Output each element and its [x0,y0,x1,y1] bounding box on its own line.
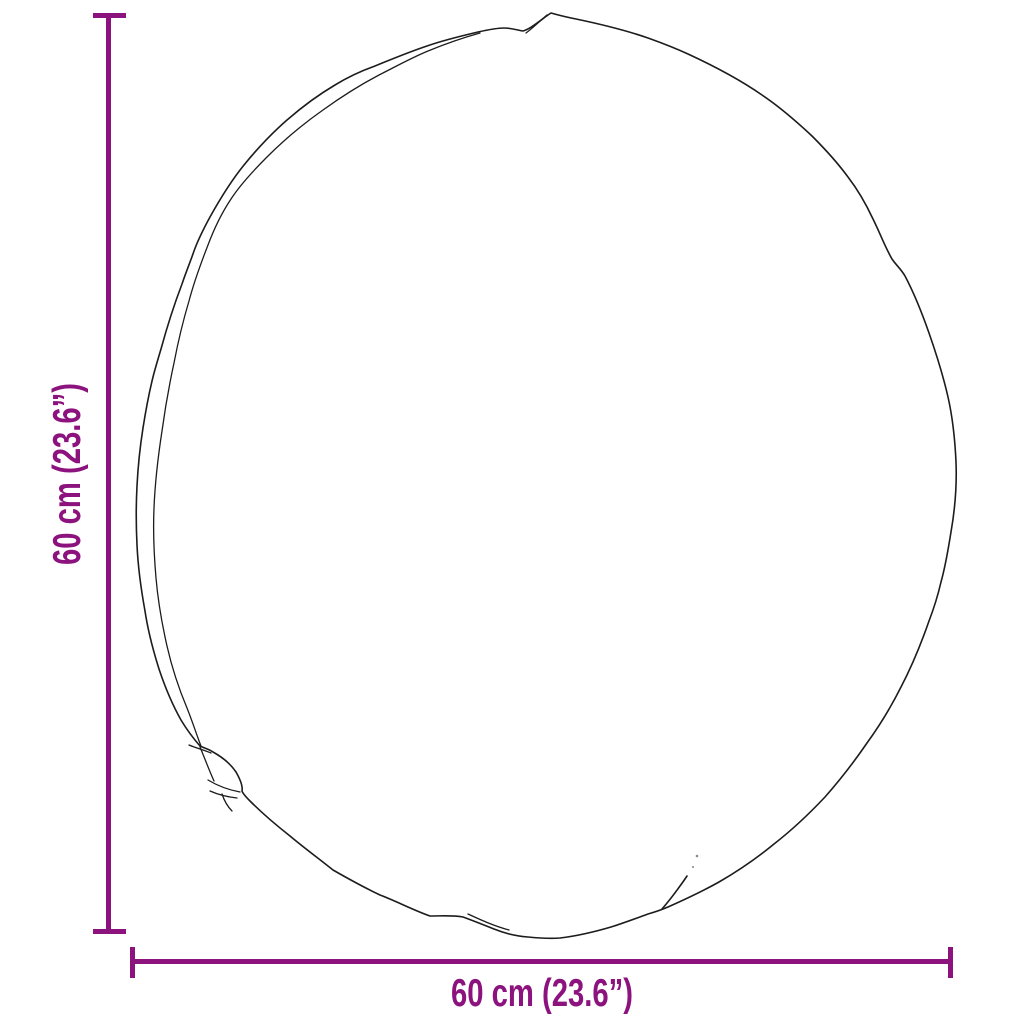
pleat-bottom-line-1 [207,779,241,793]
seam-line [152,32,481,747]
vertical-dimension-label: 60 cm (23.6”) [46,383,89,565]
wrinkle-dot-1 [695,854,699,858]
pleat-detail [188,744,241,812]
pleat-cross-line [188,744,212,754]
wrinkle-dot-2 [691,865,695,869]
pleat-bottom-line-2 [209,790,238,799]
wrinkle-line [661,875,688,910]
horizontal-dimension-label: 60 cm (23.6”) [451,972,633,1015]
bottom-fold-line [467,913,510,931]
vertical-dimension: 60 cm (23.6”) [46,13,126,934]
product-outline-group [135,12,958,940]
peak-fold-line [525,14,548,34]
horizontal-dimension: 60 cm (23.6”) [130,947,953,1015]
pleat-tail-line [221,793,233,812]
pleat-inner-edge [199,746,215,782]
product-outline [135,12,958,940]
